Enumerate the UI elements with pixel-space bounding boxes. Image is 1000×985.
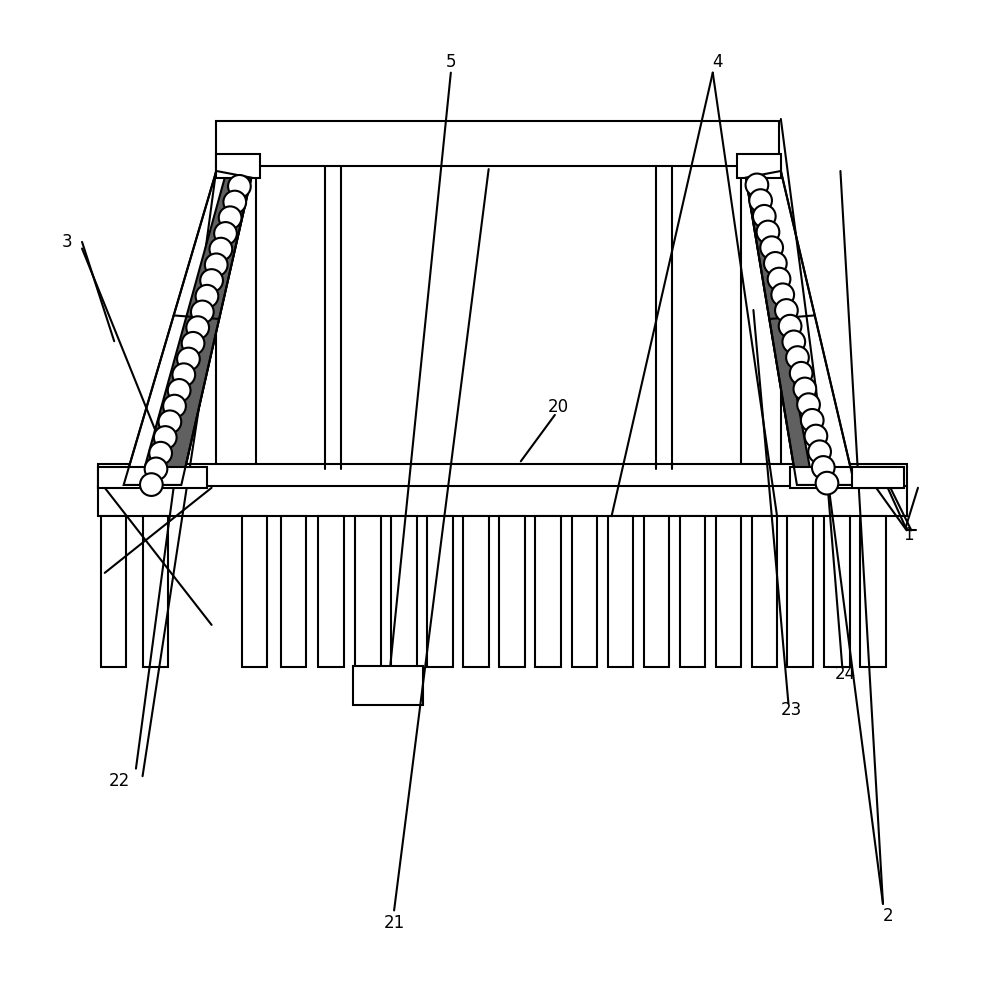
Bar [353, 666, 423, 705]
Circle shape [786, 346, 809, 369]
Circle shape [797, 393, 820, 416]
Bar [98, 467, 207, 488]
Circle shape [764, 252, 787, 275]
Bar [535, 516, 561, 668]
Text: 4: 4 [712, 53, 723, 71]
Circle shape [223, 191, 246, 214]
Bar [242, 516, 267, 668]
Circle shape [191, 300, 214, 323]
Bar [572, 516, 597, 668]
Text: 22: 22 [109, 772, 130, 790]
Bar [680, 516, 705, 668]
Circle shape [159, 411, 181, 433]
Text: 1: 1 [903, 526, 914, 544]
Bar [852, 467, 904, 488]
Bar [741, 166, 781, 469]
Circle shape [168, 379, 191, 402]
Circle shape [746, 173, 768, 196]
Circle shape [163, 395, 186, 418]
Bar [101, 516, 126, 668]
Text: 23: 23 [781, 701, 802, 719]
Bar [644, 516, 669, 668]
Circle shape [760, 236, 783, 259]
Text: 20: 20 [548, 398, 569, 417]
Circle shape [775, 299, 798, 322]
Text: 24: 24 [835, 665, 856, 683]
Circle shape [186, 316, 209, 339]
Bar [318, 516, 344, 668]
Circle shape [140, 473, 163, 495]
Bar [608, 516, 633, 668]
Circle shape [182, 332, 204, 355]
Polygon shape [746, 175, 813, 485]
Circle shape [210, 237, 232, 260]
Circle shape [812, 456, 835, 479]
Circle shape [816, 472, 838, 494]
Bar [216, 121, 779, 166]
Circle shape [782, 331, 805, 354]
Bar [463, 516, 489, 668]
Circle shape [145, 458, 167, 481]
Bar [216, 166, 256, 469]
Bar [787, 516, 813, 668]
Circle shape [177, 348, 200, 370]
Text: 2: 2 [882, 907, 893, 925]
Bar [281, 516, 306, 668]
Circle shape [768, 268, 790, 291]
Circle shape [154, 427, 177, 449]
Bar [216, 154, 260, 177]
Bar [355, 516, 381, 668]
Circle shape [801, 409, 824, 431]
Bar [790, 467, 899, 488]
Circle shape [779, 315, 801, 338]
Bar [499, 516, 525, 668]
Circle shape [149, 442, 172, 465]
Circle shape [219, 207, 241, 230]
Bar [860, 516, 886, 668]
Bar [98, 486, 907, 516]
Bar [824, 516, 850, 668]
Bar [143, 516, 168, 668]
Circle shape [749, 189, 772, 212]
Bar [752, 516, 777, 668]
Circle shape [753, 205, 776, 228]
Circle shape [771, 284, 794, 306]
Circle shape [228, 175, 251, 198]
Circle shape [794, 377, 816, 400]
Polygon shape [140, 172, 251, 485]
Circle shape [757, 221, 779, 243]
Text: 3: 3 [62, 232, 72, 251]
Bar [427, 516, 453, 668]
Bar [737, 154, 781, 177]
Circle shape [200, 269, 223, 292]
Bar [391, 516, 417, 668]
Circle shape [790, 361, 813, 384]
Circle shape [205, 253, 228, 276]
Bar [98, 464, 907, 488]
Text: 5: 5 [446, 53, 456, 71]
Bar [716, 516, 741, 668]
Circle shape [214, 222, 237, 245]
Circle shape [805, 425, 827, 447]
Circle shape [808, 440, 831, 463]
Polygon shape [124, 171, 251, 485]
Circle shape [172, 363, 195, 386]
Text: 21: 21 [383, 914, 405, 932]
Circle shape [196, 285, 218, 307]
Polygon shape [746, 171, 855, 485]
